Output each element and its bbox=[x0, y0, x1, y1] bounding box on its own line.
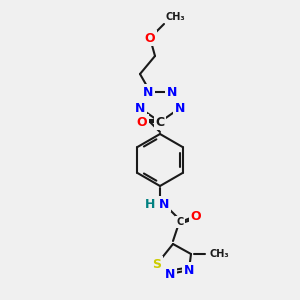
Text: N: N bbox=[184, 263, 194, 277]
Text: N: N bbox=[135, 101, 145, 115]
Text: S: S bbox=[152, 257, 161, 271]
Text: N: N bbox=[159, 197, 169, 211]
Text: CH₃: CH₃ bbox=[166, 12, 186, 22]
Text: O: O bbox=[137, 116, 147, 128]
Text: N: N bbox=[143, 85, 153, 98]
Text: H: H bbox=[145, 197, 155, 211]
Text: C: C bbox=[155, 116, 165, 128]
Text: N: N bbox=[175, 101, 185, 115]
Text: N: N bbox=[167, 85, 177, 98]
Text: O: O bbox=[145, 32, 155, 44]
Text: N: N bbox=[165, 268, 175, 281]
Text: O: O bbox=[191, 209, 201, 223]
Text: CH₃: CH₃ bbox=[209, 249, 229, 259]
Text: C: C bbox=[176, 217, 184, 227]
